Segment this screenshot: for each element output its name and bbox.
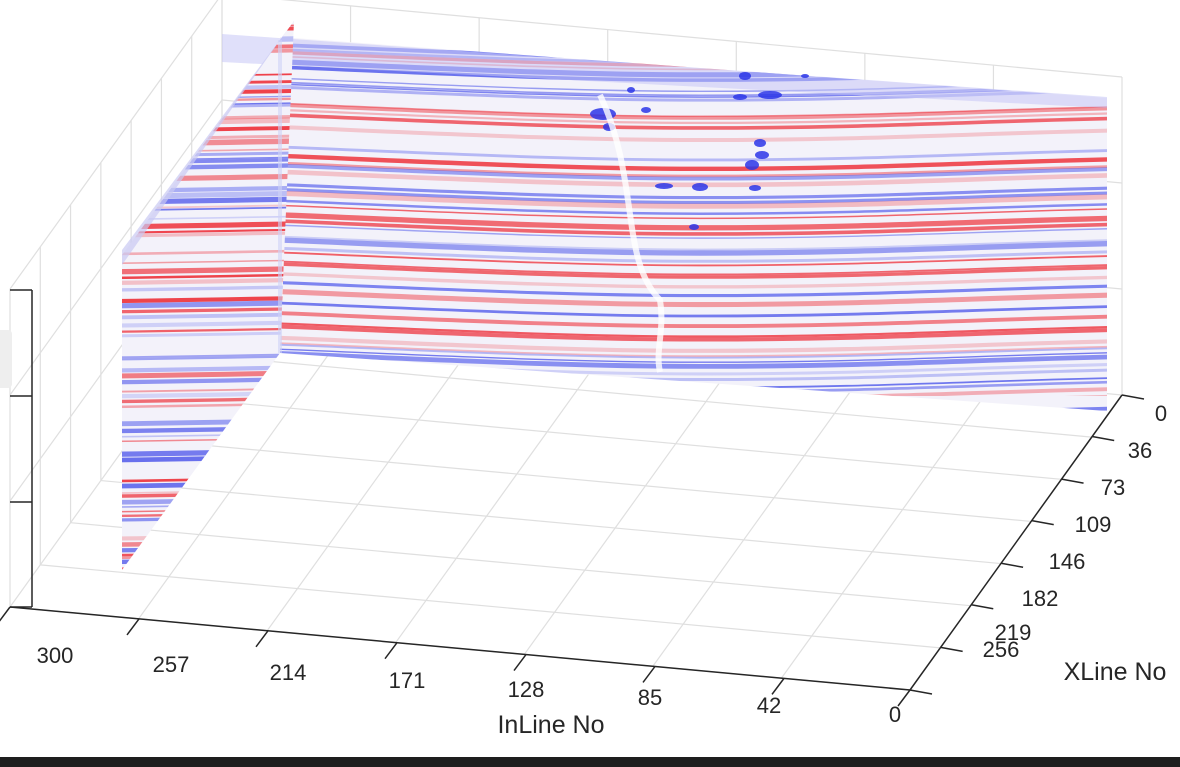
side-wall-grid-line: [9, 0, 219, 290]
seismic-anomaly: [755, 151, 769, 159]
axes-lines: [9, 289, 1123, 691]
seismic-anomaly: [754, 139, 766, 147]
inline-axis-line: [9, 606, 911, 691]
seismic-anomaly: [641, 107, 651, 113]
xline-tick-label: 256: [983, 637, 1020, 662]
seismic-anomaly: [627, 87, 635, 93]
xline-axis-line: [909, 394, 1123, 691]
floor-grid-line: [161, 395, 1062, 480]
inline-tick-mark: [897, 689, 911, 707]
inline-tick-label: 128: [508, 677, 545, 702]
inline-tick-mark: [126, 618, 140, 636]
floor-grid-line: [100, 479, 1001, 565]
inline-tick-mark: [255, 630, 269, 648]
inline-tick-label: 300: [37, 643, 74, 668]
inline-tick-mark: [384, 642, 398, 660]
inline-tick-label: 0: [889, 702, 901, 727]
inline-tick-mark: [771, 677, 785, 695]
side-wall-grid-line: [9, 99, 223, 396]
floor-grid-line: [131, 437, 1032, 523]
xline-tick-mark: [1092, 435, 1115, 442]
xline-tick-mark: [1061, 478, 1084, 484]
inline-section-slice: [122, 21, 294, 570]
seismic-anomaly: [733, 94, 747, 100]
fault-zone: [597, 93, 665, 373]
floor-grid-line: [652, 370, 866, 667]
seismic-anomaly: [692, 183, 708, 191]
seismic-anomaly: [749, 185, 761, 191]
left-panel-handle[interactable]: [0, 330, 12, 388]
xline-tick-label: 36: [1128, 438, 1152, 463]
inline-axis-ticks: 300 257 214 171 128 85 42 0: [0, 606, 911, 727]
xline-tick-mark: [1031, 519, 1054, 526]
inline-tick-mark: [0, 606, 11, 622]
floor-grid-line: [138, 323, 352, 620]
xline-section-slice: [280, 37, 1107, 411]
inline-tick-label: 214: [270, 660, 307, 685]
floor-grid-line: [523, 359, 737, 655]
xline-tick-label: 73: [1101, 475, 1125, 500]
inline-tick-mark: [642, 666, 656, 683]
floor-grid-line: [395, 347, 609, 643]
xline-tick-label: 219: [995, 620, 1032, 645]
seismic-anomaly: [745, 160, 759, 170]
xline-tick-mark: [909, 689, 933, 695]
xline-tick-mark: [971, 603, 994, 610]
xline-tick-label: 0: [1155, 401, 1167, 426]
floor-grid-line: [266, 335, 480, 632]
xline-tick-mark: [1121, 394, 1145, 400]
y-axis-label: XLine No: [1064, 658, 1167, 686]
x-axis-label: InLine No: [497, 711, 604, 739]
back-wall-grid-line: [280, 0, 1123, 78]
floor-grid-line: [70, 522, 971, 607]
seismic-anomaly: [689, 224, 699, 230]
xline-tick-label: 182: [1022, 586, 1059, 611]
inline-tick-mark: [513, 654, 527, 672]
xline-section-top-band: [222, 34, 1107, 108]
xline-tick-label: 109: [1075, 512, 1112, 537]
floor-grid-line: [191, 353, 1092, 438]
seismic-anomaly: [758, 91, 782, 99]
xline-tick-mark: [940, 646, 963, 653]
seismic-anomaly: [739, 72, 751, 80]
bottom-toolbar-strip: [0, 757, 1180, 767]
floor-grid-line: [780, 382, 994, 679]
seismic-anomaly: [801, 74, 809, 78]
inline-tick-label: 171: [389, 668, 426, 693]
seismic-anomalies: [590, 72, 809, 373]
xline-tick-label: 146: [1049, 549, 1086, 574]
floor-grid-line: [40, 564, 941, 649]
inline-tick-label: 42: [757, 693, 781, 718]
inline-tick-label: 85: [638, 685, 662, 710]
seismic-anomaly: [655, 183, 673, 189]
inline-tick-label: 257: [153, 652, 190, 677]
xline-tick-mark: [1000, 562, 1024, 568]
